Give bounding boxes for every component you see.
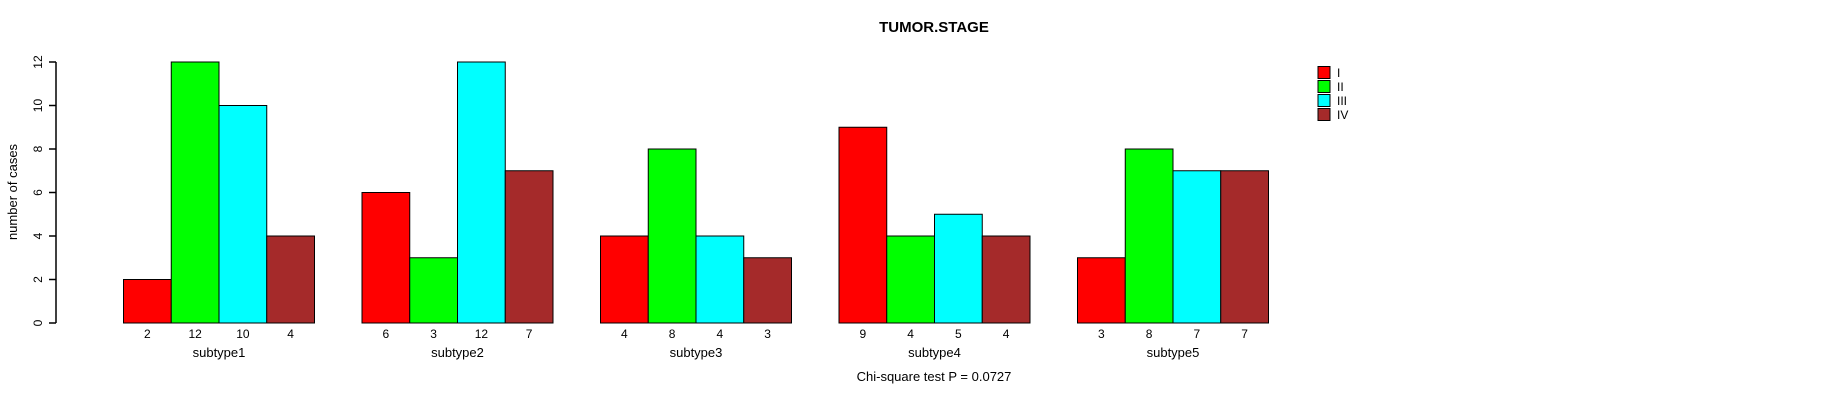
bar-subtype4-III [934,213,983,324]
bar-value-label: 6 [383,327,390,341]
bar-subtype1-IV [266,235,315,324]
bar-value-label: 3 [1098,327,1105,341]
bar-value-label: 8 [1146,327,1153,341]
chart-title: TUMOR.STAGE [879,19,989,36]
y-tick-label: 12 [31,55,45,69]
bar-value-label: 4 [621,327,628,341]
bar-value-label: 7 [1241,327,1248,341]
y-tick-label: 4 [31,232,45,239]
bar-subtype1-III [218,105,268,324]
bar-subtype1-I [123,279,172,324]
y-tick-label: 8 [31,145,45,152]
bar-value-label: 8 [669,327,676,341]
bar-value-label: 5 [955,327,962,341]
category-label-subtype5: subtype5 [1147,345,1200,360]
y-tick-label: 10 [31,99,45,113]
bar-subtype2-II [409,257,458,324]
bar-value-label: 4 [1003,327,1010,341]
y-axis-label: number of cases [5,143,20,240]
bar-value-label: 12 [475,327,489,341]
bar-subtype3-III [695,235,745,324]
bars-group: 2 12 10 4 subtype1 6 3 12 7 subtype2 4 8 4 3 subtype3 9… [123,61,1269,360]
bar-subtype5-I [1077,257,1126,324]
chi-square-note: Chi-square test P = 0.0727 [857,369,1012,384]
bar-subtype5-II [1124,148,1174,324]
bar-subtype4-II [886,235,935,324]
legend-label-II: II [1337,80,1344,94]
bar-subtype2-I [361,192,411,324]
bar-subtype4-IV [981,235,1031,324]
bar-value-label: 4 [287,327,294,341]
bar-subtype3-II [647,148,697,324]
bar-value-label: 4 [717,327,724,341]
bar-subtype3-I [600,235,649,324]
category-label-subtype4: subtype4 [908,345,961,360]
bar-value-label: 4 [907,327,914,341]
legend-swatch-III [1317,94,1331,107]
bar-value-label: 3 [764,327,771,341]
bar-subtype5-III [1172,170,1222,324]
legend-swatch-II [1317,80,1331,93]
legend-swatch-IV [1317,108,1331,121]
category-label-subtype3: subtype3 [670,345,723,360]
bar-value-label: 10 [236,327,250,341]
y-tick-label: 6 [31,189,45,196]
bar-subtype2-III [457,61,506,324]
bar-subtype2-IV [504,170,554,324]
legend-swatch-I [1317,66,1331,79]
legend-label-IV: IV [1337,108,1348,122]
bar-value-label: 12 [188,327,202,341]
bar-value-label: 2 [144,327,151,341]
bar-subtype3-IV [743,257,792,324]
bar-subtype5-IV [1220,170,1269,324]
bar-value-label: 9 [860,327,867,341]
y-tick-label: 2 [31,276,45,283]
legend-label-I: I [1337,66,1340,80]
bar-value-label: 7 [1194,327,1201,341]
bar-value-label: 3 [430,327,437,341]
bar-subtype1-II [170,61,220,324]
category-label-subtype1: subtype1 [193,345,246,360]
category-label-subtype2: subtype2 [431,345,484,360]
axis-group: 0 2 4 6 8 10 12 [31,55,57,326]
bar-subtype4-I [838,126,888,324]
legend-label-III: III [1337,94,1347,108]
y-tick-label: 0 [31,319,45,326]
bar-value-label: 7 [526,327,533,341]
